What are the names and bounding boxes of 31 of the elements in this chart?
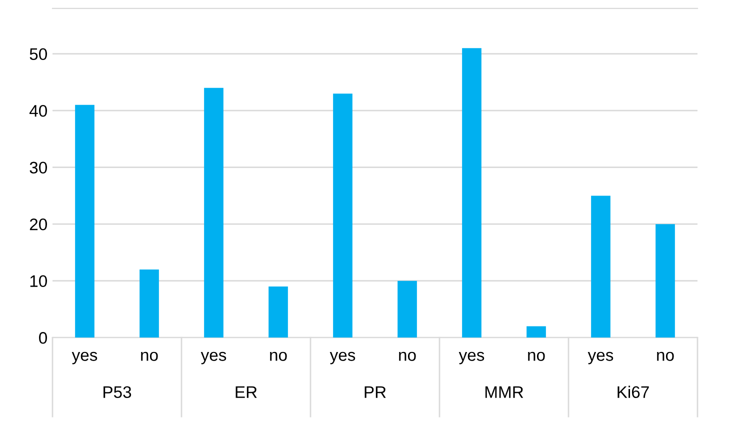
y-tick-label: 0 bbox=[39, 332, 47, 344]
y-tick-label: 20 bbox=[30, 218, 47, 230]
y-tick-label: 10 bbox=[30, 275, 47, 288]
x-tick-label: no bbox=[399, 352, 416, 361]
x-tick-label: yes bbox=[200, 352, 226, 364]
bar bbox=[656, 224, 675, 338]
x-tick-label: no bbox=[270, 352, 287, 361]
text: PR bbox=[364, 386, 386, 398]
bar bbox=[268, 286, 288, 338]
x-tick-label: yes bbox=[330, 352, 356, 364]
x-tick-label: yes bbox=[458, 352, 484, 364]
bar bbox=[462, 48, 482, 338]
x-tick-label: no bbox=[657, 352, 674, 361]
bar bbox=[204, 88, 224, 338]
x-tick-label: yes bbox=[588, 352, 614, 364]
y-tick-label: 50 bbox=[30, 48, 47, 60]
x-tick-label: yes bbox=[72, 352, 98, 364]
bar bbox=[591, 196, 610, 338]
bar bbox=[333, 94, 352, 338]
y-tick-label: 40 bbox=[29, 104, 47, 117]
x-tick-label: no bbox=[528, 352, 545, 361]
x-tick-label: no bbox=[141, 352, 158, 361]
bar bbox=[140, 270, 159, 338]
text: Ki67 bbox=[618, 386, 649, 398]
y-tick-label: 30 bbox=[30, 162, 47, 174]
bar bbox=[75, 104, 94, 338]
bar bbox=[398, 280, 417, 338]
text: P53 bbox=[104, 386, 132, 398]
text: MMR bbox=[485, 386, 524, 398]
bar bbox=[526, 326, 546, 338]
text: ER bbox=[236, 386, 257, 398]
